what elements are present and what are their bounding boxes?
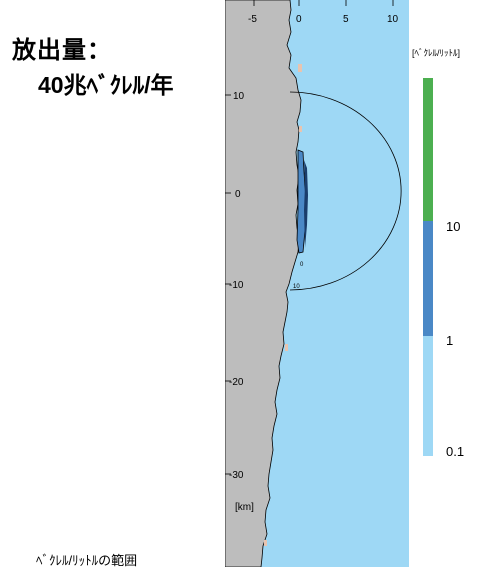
color-bar-mid — [423, 221, 433, 336]
legend-label-10: 10 — [446, 219, 461, 234]
coast-speck — [285, 344, 288, 351]
legend-unit: [ﾍﾞｸﾚﾙ/ﾘｯﾄﾙ] — [412, 48, 461, 58]
range-caption: ﾍﾞｸﾚﾙ/ﾘｯﾄﾙの範囲 — [36, 553, 138, 568]
land-area — [225, 0, 302, 567]
legend-label-0-1: 0.1 — [446, 444, 465, 459]
x-tick-label: 10 — [387, 14, 399, 25]
y-tick-label: -20 — [229, 377, 244, 388]
plume-core — [304, 160, 308, 248]
coast-speck — [299, 126, 302, 132]
color-bar-high — [423, 78, 433, 221]
color-bar-low — [423, 336, 433, 456]
concentration-map: 0 10 -5 0 5 10 10 0 -10 -20 -30 [km] — [225, 0, 409, 567]
coast-speck — [298, 64, 302, 72]
km-unit-label: [km] — [235, 502, 254, 513]
y-axis: 10 0 -10 -20 -30 [km] — [225, 91, 254, 513]
x-tick-label: 5 — [343, 14, 349, 25]
contour-label: 0 — [300, 262, 304, 268]
map-svg: 0 10 -5 0 5 10 10 0 -10 -20 -30 [km] — [225, 0, 409, 567]
color-bar — [423, 78, 433, 456]
legend-label-1: 1 — [446, 333, 454, 348]
plume-area — [296, 149, 307, 254]
y-tick-label: 0 — [235, 189, 241, 200]
x-tick-label: -5 — [248, 14, 257, 25]
y-tick-label: -30 — [229, 470, 244, 481]
release-amount-value: 40兆ﾍﾞｸﾚﾙ/年 — [38, 72, 174, 98]
coast-speck — [264, 540, 267, 546]
y-tick-label: -10 — [229, 280, 244, 291]
release-amount-title: 放出量： — [12, 37, 112, 64]
radius-10km-circle — [289, 91, 402, 291]
x-tick-label: 0 — [296, 14, 302, 25]
contour-label: 10 — [293, 284, 300, 290]
y-tick-label: 10 — [233, 91, 245, 102]
x-axis: -5 0 5 10 — [248, 0, 399, 25]
